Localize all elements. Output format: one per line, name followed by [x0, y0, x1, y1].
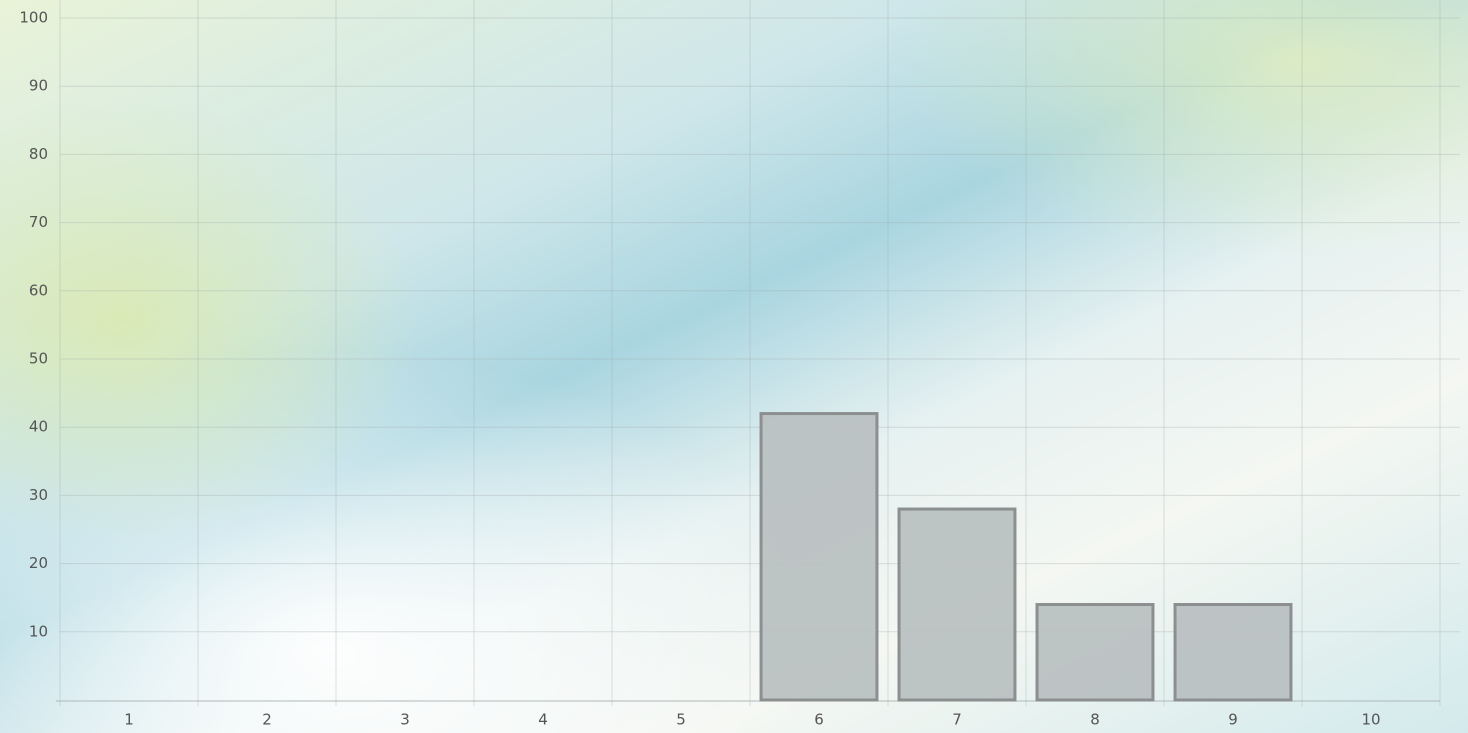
y-tick-label: 30: [29, 486, 48, 504]
x-tick-label: 3: [400, 711, 410, 729]
bar: [897, 507, 1017, 702]
bar: [759, 412, 879, 702]
y-tick-label: 60: [29, 281, 48, 299]
bar: [1173, 603, 1293, 702]
bar: [1035, 603, 1155, 702]
y-tick-label: 20: [29, 554, 48, 572]
y-tick-label: 80: [29, 145, 48, 163]
x-tick-label: 5: [676, 711, 686, 729]
x-tick-label: 7: [952, 711, 962, 729]
x-tick-label: 6: [814, 711, 824, 729]
x-tick-label: 1: [124, 711, 134, 729]
y-tick-label: 70: [29, 213, 48, 231]
y-tick-label: 90: [29, 77, 48, 95]
y-tick-label: 10: [29, 622, 48, 640]
x-tick-label: 10: [1361, 711, 1380, 729]
x-tick-label: 8: [1090, 711, 1100, 729]
x-tick-label: 9: [1228, 711, 1238, 729]
y-tick-label: 100: [19, 9, 48, 27]
x-tick-label: 2: [262, 711, 272, 729]
x-tick-label: 4: [538, 711, 548, 729]
y-tick-label: 40: [29, 418, 48, 436]
y-tick-label: 50: [29, 350, 48, 368]
